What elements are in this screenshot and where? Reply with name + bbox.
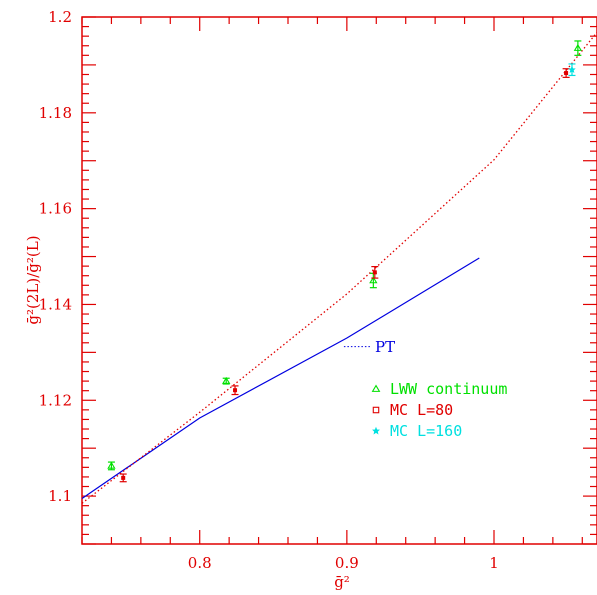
fit-curve	[81, 31, 597, 504]
y-tick-label: 1.12	[39, 391, 72, 409]
star-marker	[372, 426, 380, 435]
y-tick-label: 1.16	[39, 200, 72, 218]
square-marker	[121, 475, 126, 480]
x-tick-label: 0.8	[188, 554, 212, 572]
pt-label: PT	[375, 338, 395, 356]
triangle-marker	[107, 461, 116, 469]
curves	[81, 31, 597, 504]
triangle-marker	[573, 43, 583, 51]
square-marker	[564, 71, 569, 76]
legend-label: MC L=80	[390, 401, 453, 419]
y-tick-label: 1.14	[39, 295, 72, 313]
x-axis-title: ḡ²	[334, 573, 350, 591]
legend: LWW continuum MC L=80 MC L=160	[371, 380, 507, 440]
ticks: 0.8 0.9 1 1.1 1.12 1.14 1.16 1.18 1.2	[39, 8, 597, 572]
y-tick-label: 1.18	[39, 104, 72, 122]
square-marker	[372, 406, 380, 414]
legend-label: LWW continuum	[390, 380, 507, 398]
triangle-marker	[371, 384, 381, 392]
triangle-marker	[222, 376, 231, 384]
triangle-marker	[369, 276, 378, 284]
data-points	[107, 40, 583, 483]
square-marker	[233, 388, 238, 393]
pt-curve	[81, 257, 480, 499]
star-marker	[568, 65, 576, 73]
square-marker	[372, 270, 377, 275]
y-tick-label: 1.1	[48, 487, 72, 505]
x-tick-label: 0.9	[335, 554, 359, 572]
y-axis-title: ḡ²(2L)/ḡ²(L)	[24, 235, 42, 324]
plot-frame	[81, 16, 597, 545]
x-tick-label: 1	[489, 554, 499, 572]
y-tick-label: 1.2	[48, 8, 72, 26]
legend-label: MC L=160	[390, 422, 462, 440]
